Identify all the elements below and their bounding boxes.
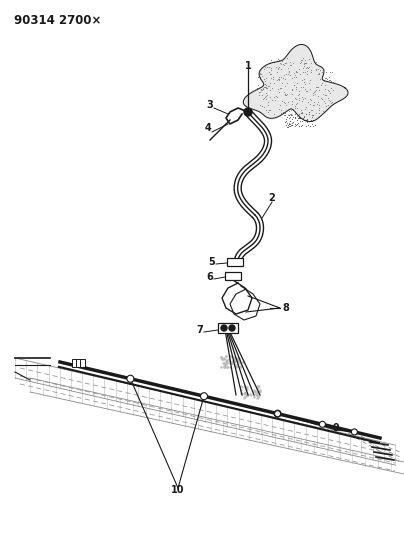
Bar <box>225 272 241 280</box>
Text: 1: 1 <box>245 61 251 71</box>
Circle shape <box>351 429 358 435</box>
Circle shape <box>200 393 208 400</box>
Bar <box>218 323 238 333</box>
Circle shape <box>244 108 252 116</box>
Circle shape <box>274 410 281 417</box>
Text: 3: 3 <box>206 100 213 110</box>
Text: 8: 8 <box>282 303 289 313</box>
Text: 10: 10 <box>171 485 185 495</box>
Bar <box>80 359 85 367</box>
Text: 9: 9 <box>332 423 339 433</box>
Circle shape <box>127 375 134 382</box>
Bar <box>72 359 77 367</box>
Bar <box>227 258 243 266</box>
Text: 6: 6 <box>206 272 213 282</box>
Text: 90314 2700×: 90314 2700× <box>14 14 101 27</box>
Circle shape <box>221 325 227 331</box>
Circle shape <box>320 421 325 427</box>
Polygon shape <box>243 44 348 122</box>
Text: 4: 4 <box>204 123 211 133</box>
Text: 5: 5 <box>208 257 215 267</box>
Circle shape <box>229 325 235 331</box>
Text: 2: 2 <box>269 193 276 203</box>
Text: 7: 7 <box>197 325 203 335</box>
Bar <box>76 359 81 367</box>
Circle shape <box>275 411 281 417</box>
